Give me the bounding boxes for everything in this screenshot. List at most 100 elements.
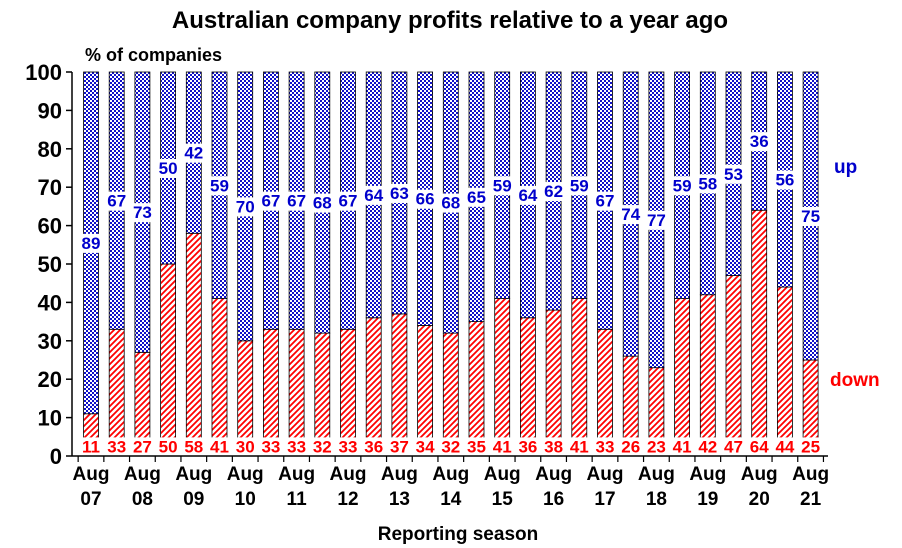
data-label-bg [413,189,438,209]
x-tick-label-month: Aug [689,464,726,485]
data-label-down: 41 [673,437,692,456]
data-label-up: 53 [724,165,743,184]
data-label-bg [618,437,643,457]
x-tick-label-month: Aug [381,464,418,485]
data-label-down: 11 [82,437,100,456]
data-label-bg [104,191,129,211]
data-label-bg [284,437,309,457]
data-label-bg [464,437,489,457]
y-tick-label: 90 [38,98,62,123]
data-label-up: 50 [159,159,178,178]
data-label-down: 38 [544,437,563,456]
data-label-bg [670,176,695,196]
x-tick-label-year: 17 [594,489,615,510]
bar-down [211,298,228,457]
data-label-bg [798,437,823,457]
data-label-bg [130,437,155,457]
data-label-bg [798,207,823,226]
x-tick-label-year: 20 [749,489,770,510]
data-label-bg [361,437,386,457]
data-label-up: 65 [467,188,486,207]
data-label-up: 59 [493,176,512,195]
data-label-bg [593,191,617,211]
data-label-up: 64 [518,186,537,205]
data-label-up: 42 [184,144,203,163]
data-label-bg [695,437,720,457]
y-axis: 0 10 20 30 40 50 60 70 80 90 100 [25,60,73,469]
data-label-bg [644,437,669,457]
bars [83,71,819,457]
legend-up: up [834,157,857,178]
data-label-bg [721,437,746,457]
y-tick-label: 30 [38,329,62,354]
data-label-bg [130,203,155,223]
data-label-bg [181,437,206,457]
data-label-down: 33 [287,437,306,456]
data-label-up: 73 [133,203,152,222]
data-label-bg [310,193,335,213]
data-label-bg [721,164,746,184]
x-tick-label-month: Aug [330,464,367,485]
data-label-up: 89 [82,234,101,253]
x-tick-label-month: Aug [278,464,315,485]
data-label-down: 32 [313,437,332,456]
x-tick-label-year: 16 [543,489,564,510]
y-tick-label: 50 [38,252,62,277]
data-label-down: 47 [724,437,743,456]
data-label-down: 33 [339,437,358,456]
bar-down [751,209,768,457]
data-label-bg [695,174,720,194]
data-label-bg [207,437,232,457]
data-label-up: 74 [621,205,640,224]
x-tick-label-month: Aug [484,464,521,485]
data-label-up: 67 [339,192,358,211]
data-label-up: 59 [673,176,692,195]
data-label-down: 23 [647,437,666,456]
data-label-up: 70 [236,197,255,216]
data-label-down: 37 [390,437,409,456]
data-label-bg [336,437,360,457]
data-label-down: 50 [159,437,178,456]
x-tick-label-month: Aug [535,464,572,485]
y-tick-label: 80 [38,137,62,162]
x-tick-label-year: 08 [132,489,153,510]
data-label-down: 27 [133,437,152,456]
data-label-up: 36 [750,132,769,151]
x-tick-label-month: Aug [432,464,469,485]
bar-down [674,298,690,457]
x-tick-label-year: 14 [440,489,462,510]
data-label-bg [541,182,566,202]
data-label-bg [541,437,566,457]
data-label-bg [747,437,772,457]
bar-down [571,298,588,457]
bar-down [545,309,562,457]
data-label-bg [233,197,258,217]
data-labels: 11 89 33 67 27 73 50 50 58 42 41 59 30 70 33 67 33 67 32 68… [79,132,823,457]
bar-down [160,263,177,457]
data-label-up: 75 [801,207,820,226]
data-label-down: 58 [184,437,203,456]
y-tick-label: 0 [50,444,62,469]
data-label-bg [336,191,360,211]
data-label-up: 64 [364,186,383,205]
x-tick-label-year: 19 [697,489,718,510]
data-label-bg [593,437,617,457]
data-label-up: 77 [647,211,666,230]
data-label-bg [644,210,669,230]
y-tick-label: 100 [25,60,62,85]
chart-title: Australian company profits relative to a… [172,7,728,34]
bar-down [520,317,536,457]
x-tick-label-month: Aug [124,464,161,485]
x-tick-label-year: 10 [235,489,256,510]
x-tick-label-year: 18 [646,489,667,510]
data-label-bg [233,437,258,457]
data-label-down: 41 [210,437,229,456]
y-tick-label: 60 [38,214,62,239]
bar-down [777,286,793,457]
x-tick-label-year: 09 [183,489,204,510]
data-label-down: 36 [364,437,383,456]
data-label-up: 67 [287,192,306,211]
x-tick-label-year: 15 [492,489,514,510]
y-tick-label: 10 [38,406,62,431]
data-label-bg [258,191,283,211]
